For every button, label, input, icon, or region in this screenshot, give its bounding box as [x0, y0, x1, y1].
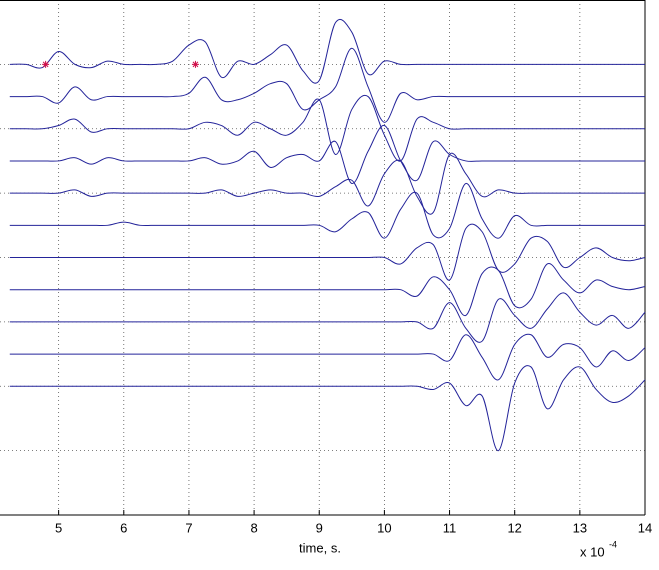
x-exponent-base: x 10: [580, 544, 605, 559]
trace: [9, 292, 646, 343]
x-tick-label: 6: [120, 520, 127, 535]
trace: [9, 47, 645, 123]
trace: [9, 223, 646, 281]
x-tick-label: 8: [250, 520, 257, 535]
trace: [9, 182, 645, 239]
trace: [9, 94, 645, 162]
marker: [191, 60, 199, 68]
x-tick-label: 13: [573, 520, 587, 535]
x-tick-label: 9: [316, 520, 323, 535]
trace: [9, 152, 645, 215]
trace: [9, 365, 646, 452]
marker: [42, 60, 50, 68]
x-axis-label: time, s.: [299, 540, 341, 555]
x-tick-label: 5: [55, 520, 62, 535]
x-tick-label: 11: [443, 520, 457, 535]
trace: [9, 18, 645, 84]
trace: [9, 263, 646, 316]
x-tick-label: 14: [638, 520, 652, 535]
x-tick-label: 7: [185, 520, 192, 535]
x-tick-label: 12: [507, 520, 521, 535]
trace: [9, 333, 646, 381]
x-tick-label: 10: [377, 520, 391, 535]
x-exponent: -4: [609, 539, 617, 549]
trace: [9, 125, 645, 184]
